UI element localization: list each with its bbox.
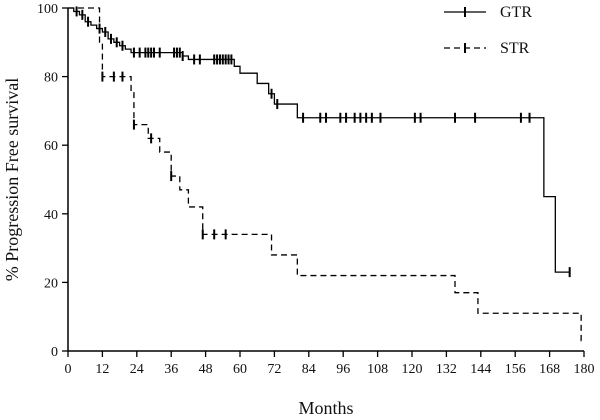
x-tick-label: 96 bbox=[336, 362, 350, 377]
x-axis-title: Months bbox=[298, 398, 353, 418]
series-gtr-line bbox=[68, 7, 570, 273]
x-tick-label: 168 bbox=[539, 362, 560, 377]
x-tick-label: 84 bbox=[302, 362, 316, 377]
x-tick-label: 48 bbox=[199, 362, 213, 377]
plot-area bbox=[68, 6, 584, 342]
legend: GTR STR bbox=[444, 4, 532, 57]
x-tick-label: 144 bbox=[470, 362, 491, 377]
y-axis-title: % Progression Free survival bbox=[2, 78, 22, 281]
y-tick-label: 80 bbox=[44, 71, 58, 86]
x-tick-label: 120 bbox=[402, 362, 423, 377]
x-tick-label: 24 bbox=[130, 362, 144, 377]
x-tick-label: 12 bbox=[95, 362, 109, 377]
x-tick-label: 72 bbox=[267, 362, 281, 377]
x-tick-label: 0 bbox=[65, 362, 72, 377]
x-tick-label: 108 bbox=[367, 362, 388, 377]
legend-gtr-label: GTR bbox=[500, 4, 532, 21]
x-tick-label: 156 bbox=[505, 362, 526, 377]
y-tick-label: 100 bbox=[37, 2, 58, 17]
x-tick-label: 60 bbox=[233, 362, 247, 377]
x-tick-label: 180 bbox=[574, 362, 595, 377]
y-tick-label: 20 bbox=[44, 276, 58, 291]
y-tick-label: 40 bbox=[44, 208, 58, 223]
x-tick-label: 132 bbox=[436, 362, 457, 377]
legend-str-label: STR bbox=[500, 40, 530, 57]
x-tick-label: 36 bbox=[164, 362, 178, 377]
axes: 0 12 24 36 48 60 72 84 96 108 120 132 144 156 168 180 0 2… bbox=[37, 2, 595, 377]
y-tick-label: 0 bbox=[51, 345, 58, 360]
y-tick-label: 60 bbox=[44, 139, 58, 154]
series-str-line bbox=[68, 7, 584, 342]
